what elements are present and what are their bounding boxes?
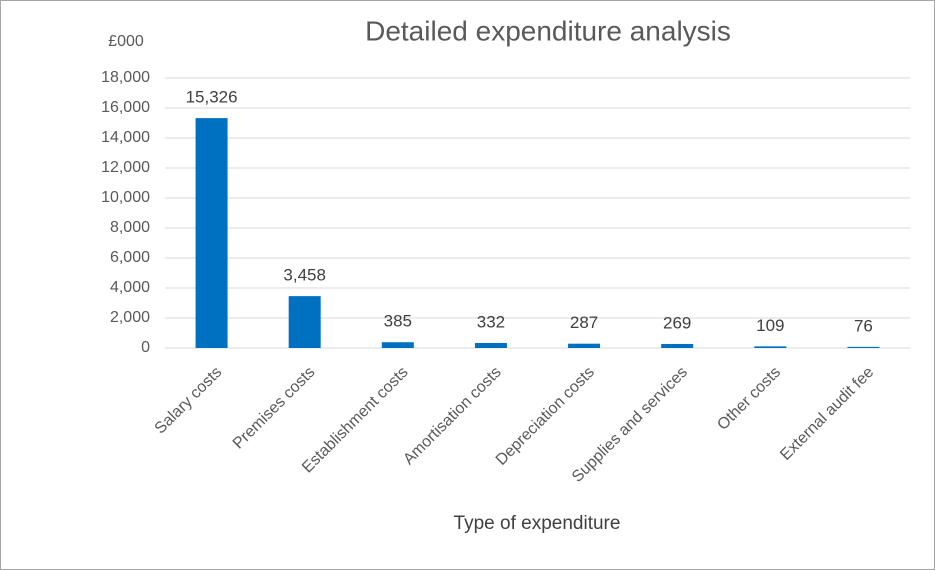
y-tick-label: 4,000 <box>110 279 150 296</box>
x-axis-label: Type of expenditure <box>454 513 621 534</box>
data-label: 287 <box>570 313 598 332</box>
y-tick-label: 0 <box>141 339 150 356</box>
data-label: 3,458 <box>283 266 326 285</box>
data-label: 109 <box>756 316 784 335</box>
bar <box>568 343 601 348</box>
y-tick-label: 10,000 <box>101 189 150 206</box>
bar <box>381 342 414 348</box>
y-tick-label: 14,000 <box>101 129 150 146</box>
bar <box>195 118 228 348</box>
y-tick-label: 18,000 <box>101 69 150 86</box>
bar <box>474 343 507 348</box>
bar <box>661 343 694 348</box>
y-tick-label: 2,000 <box>110 309 150 326</box>
data-label: 332 <box>477 313 505 332</box>
data-label: 385 <box>384 312 412 331</box>
chart-title: Detailed expenditure analysis <box>365 15 731 46</box>
y-tick-label: 16,000 <box>101 99 150 116</box>
bar <box>754 346 787 348</box>
y-tick-label: 6,000 <box>110 249 150 266</box>
y-unit: £000 <box>108 33 144 50</box>
y-tick-label: 8,000 <box>110 219 150 236</box>
y-tick-label: 12,000 <box>101 159 150 176</box>
bar <box>288 296 321 348</box>
data-label: 269 <box>663 313 691 332</box>
data-label: 76 <box>854 316 873 335</box>
data-label: 15,326 <box>186 88 238 107</box>
bar <box>847 346 880 348</box>
